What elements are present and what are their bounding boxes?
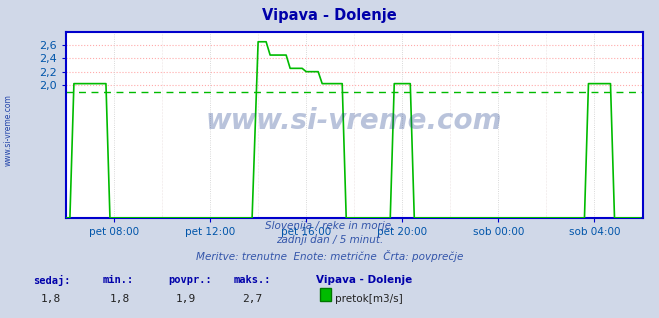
Text: Vipava - Dolenje: Vipava - Dolenje <box>316 275 413 285</box>
Text: www.si-vreme.com: www.si-vreme.com <box>3 94 13 166</box>
Text: zadnji dan / 5 minut.: zadnji dan / 5 minut. <box>276 235 383 245</box>
Text: 2,7: 2,7 <box>242 294 262 304</box>
Text: Slovenija / reke in morje.: Slovenija / reke in morje. <box>265 221 394 231</box>
Text: 1,8: 1,8 <box>110 294 130 304</box>
Text: Meritve: trenutne  Enote: metrične  Črta: povprečje: Meritve: trenutne Enote: metrične Črta: … <box>196 250 463 262</box>
Text: pretok[m3/s]: pretok[m3/s] <box>335 294 403 304</box>
Text: sedaj:: sedaj: <box>33 275 71 286</box>
Text: povpr.:: povpr.: <box>168 275 212 285</box>
Text: Vipava - Dolenje: Vipava - Dolenje <box>262 8 397 23</box>
Text: 1,8: 1,8 <box>41 294 61 304</box>
Text: www.si-vreme.com: www.si-vreme.com <box>206 107 502 135</box>
Text: min.:: min.: <box>102 275 133 285</box>
Text: 1,9: 1,9 <box>176 294 196 304</box>
Text: maks.:: maks.: <box>234 275 272 285</box>
